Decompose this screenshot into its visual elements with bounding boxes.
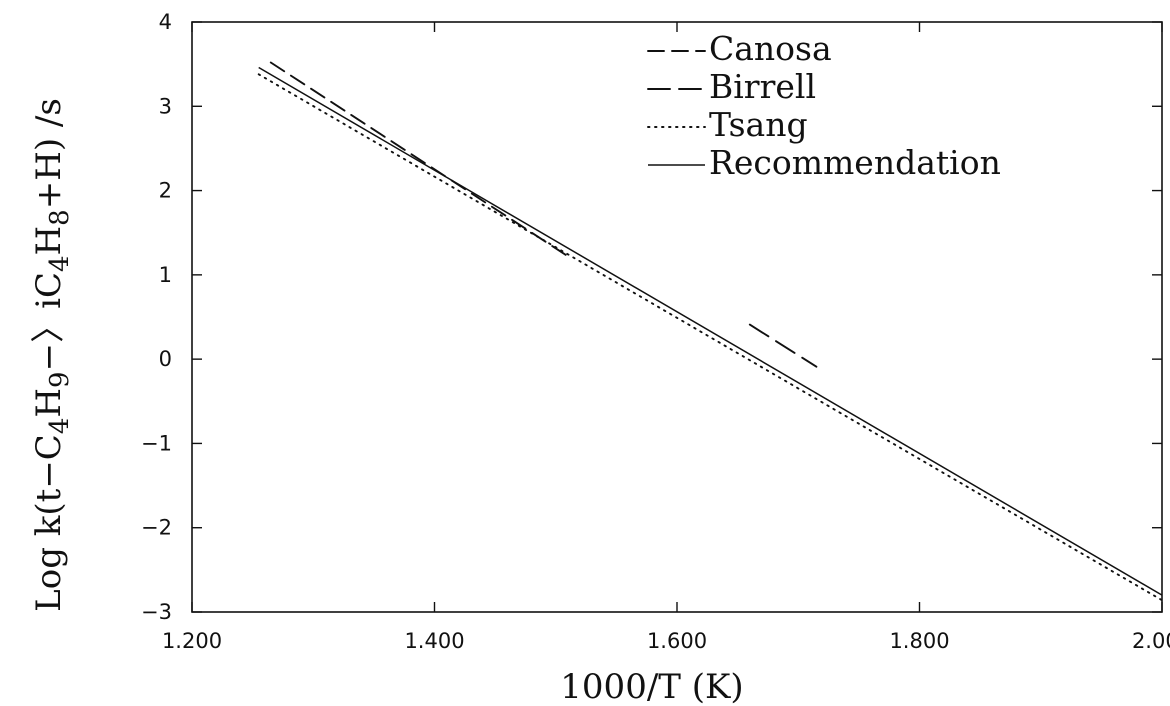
y-tick-label: −2 (141, 516, 172, 540)
legend-label-tsang: Tsang (709, 105, 808, 144)
x-tick-label: 2.000 (1132, 629, 1170, 653)
y-axis-label: Log k(t−C4H9−〉iC4H8+H) /s (29, 98, 75, 612)
y-tick-label: 0 (159, 347, 172, 371)
legend-label-canosa: Canosa (709, 29, 832, 68)
y-tick-label: −3 (141, 600, 172, 624)
series-line-recommendation (258, 66, 1163, 596)
x-tick-label: 1.800 (889, 629, 949, 653)
series-layer (257, 61, 1163, 602)
legend-label-recommendation: Recommendation (709, 143, 1001, 182)
y-tick-label: 4 (159, 10, 172, 34)
y-tick-label: 2 (159, 179, 172, 203)
x-tick-label: 1.600 (647, 629, 707, 653)
y-tick-label: 1 (159, 263, 172, 287)
series-line-birrell (748, 323, 818, 368)
x-axis-label: 1000/T (K) (560, 667, 743, 706)
y-tick-label: −1 (141, 431, 172, 455)
y-tick-label: 3 (159, 94, 172, 118)
series-line-tsang (257, 73, 1163, 602)
x-tick-label: 1.400 (404, 629, 464, 653)
x-tick-label: 1.200 (162, 629, 222, 653)
ticks-layer: 1.200 1.400 1.600 1.800 2.000 −3 −2 −1 0 1 2 3 4 (141, 10, 1170, 653)
series-line-canosa (269, 61, 569, 258)
legend-label-birrell: Birrell (709, 67, 816, 106)
plot-frame (191, 21, 1163, 613)
